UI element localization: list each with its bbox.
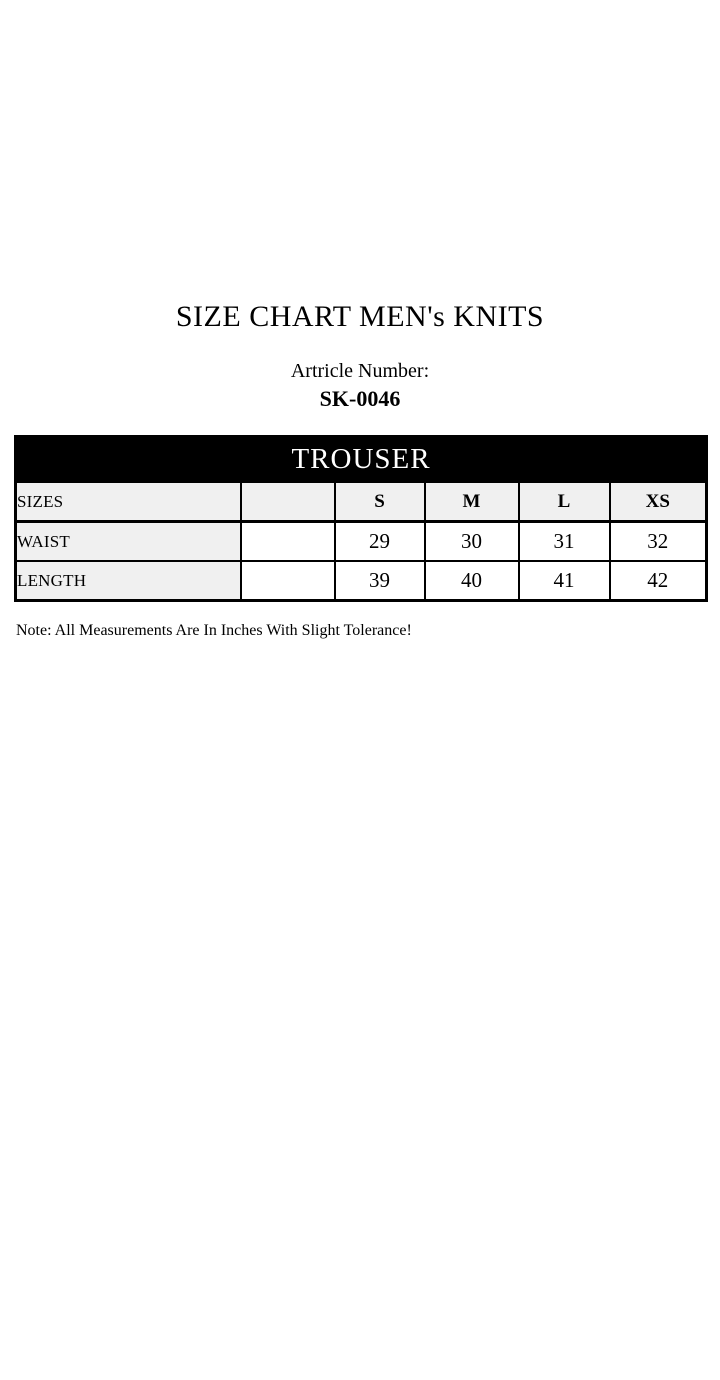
table-title-row: TROUSER	[14, 435, 708, 483]
column-header-m: M	[423, 481, 520, 523]
column-header-row: SIZES S M L XS	[14, 481, 708, 523]
column-header-empty	[239, 481, 336, 523]
length-value-s: 39	[333, 560, 426, 602]
measurement-note: Note: All Measurements Are In Inches Wit…	[16, 622, 412, 639]
row-label-length: LENGTH	[14, 560, 242, 602]
waist-value-s: 29	[333, 520, 426, 562]
length-value-xs: 42	[608, 560, 708, 602]
waist-value-l: 31	[517, 520, 611, 562]
column-header-s: S	[333, 481, 426, 523]
waist-empty-cell	[239, 520, 336, 562]
table-row-length: LENGTH 39 40 41 42	[14, 560, 708, 602]
table-title: TROUSER	[14, 435, 708, 483]
length-value-m: 40	[423, 560, 520, 602]
article-number-value: SK-0046	[319, 386, 401, 411]
size-chart-table: TROUSER SIZES S M L XS WAIST 29 30 31 32…	[14, 435, 709, 602]
waist-value-xs: 32	[608, 520, 708, 562]
size-chart-page: SIZE CHART MEN's KNITS Artricle Number: …	[0, 300, 720, 640]
column-header-sizes: SIZES	[14, 481, 242, 523]
length-empty-cell	[239, 560, 336, 602]
column-header-l: L	[517, 481, 611, 523]
length-value-l: 41	[517, 560, 611, 602]
column-header-xs: XS	[608, 481, 708, 523]
row-label-waist: WAIST	[14, 520, 242, 562]
page-title: SIZE CHART MEN's KNITS	[175, 300, 545, 333]
table-row-waist: WAIST 29 30 31 32	[14, 520, 708, 562]
waist-value-m: 30	[423, 520, 520, 562]
article-number-label: Artricle Number:	[290, 360, 430, 382]
